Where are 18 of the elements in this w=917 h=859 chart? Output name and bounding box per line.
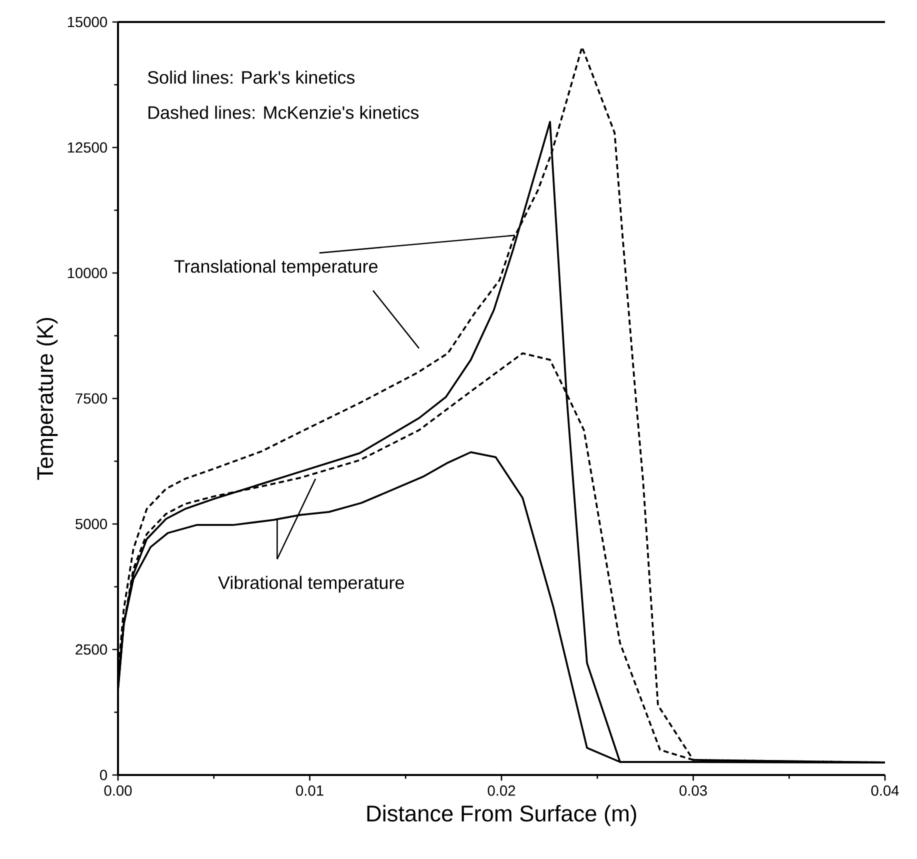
x-tick-label: 0.01 bbox=[296, 785, 324, 796]
y-tick-label: 7500 bbox=[76, 393, 108, 404]
x-axis-title: Distance From Surface (m) bbox=[367, 804, 636, 826]
y-tick-label: 0 bbox=[100, 770, 108, 780]
x-tick-label: 0.00 bbox=[104, 785, 132, 796]
x-tick-label: 0.04 bbox=[871, 785, 899, 796]
annotation: Vibrational temperature bbox=[218, 576, 404, 593]
y-tick-label: 15000 bbox=[68, 16, 108, 28]
annotation: Translational temperature bbox=[174, 260, 378, 276]
y-axis-title: Temperature (K) bbox=[36, 318, 58, 480]
y-tick-label: 12500 bbox=[68, 142, 108, 153]
x-tick-label: 0.03 bbox=[680, 785, 707, 796]
y-tick-label: 5000 bbox=[76, 518, 108, 530]
annotation: Solid lines: Park's kinetics bbox=[148, 70, 355, 84]
annotation: Dashed lines: McKenzie's kinetics bbox=[148, 106, 419, 119]
x-tick-label: 0.02 bbox=[488, 785, 516, 796]
y-tick-label: 2500 bbox=[76, 644, 108, 655]
y-tick-label: 10000 bbox=[68, 268, 108, 278]
